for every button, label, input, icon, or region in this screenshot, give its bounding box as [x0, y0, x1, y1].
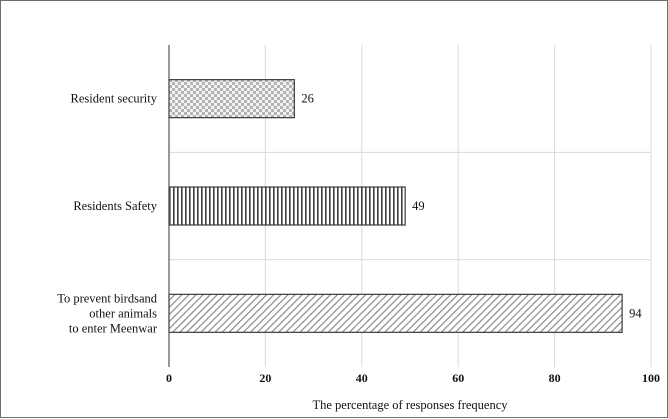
bars — [168, 79, 623, 333]
x-tick-label: 20 — [259, 371, 271, 385]
category-label: Resident security — [71, 92, 158, 106]
x-tick-label: 40 — [356, 371, 368, 385]
bar — [168, 186, 406, 226]
x-tick-label: 0 — [166, 371, 172, 385]
data-label: 26 — [301, 92, 314, 106]
x-tick-label: 80 — [549, 371, 561, 385]
labels: 26 49 94 0 20 40 60 80 100 Resident security Resid… — [57, 92, 660, 412]
data-label: 94 — [629, 306, 642, 320]
bar — [168, 293, 623, 333]
category-label-line: Resident security — [71, 92, 158, 106]
x-axis-title: The percentage of responses frequency — [312, 398, 508, 412]
category-label-line: other animals — [89, 306, 157, 320]
x-tick-label: 100 — [642, 371, 660, 385]
category-label-line: To prevent birdsand — [57, 291, 158, 305]
category-label-line: Residents Safety — [73, 199, 157, 213]
data-label: 49 — [412, 199, 425, 213]
x-tick-label: 60 — [452, 371, 464, 385]
bar — [168, 79, 295, 119]
grid-lines — [169, 45, 652, 367]
category-label-line: to enter Meenwar — [69, 321, 158, 335]
category-label: To prevent birdsand other animals to enter… — [57, 291, 158, 335]
category-label: Residents Safety — [73, 199, 157, 213]
